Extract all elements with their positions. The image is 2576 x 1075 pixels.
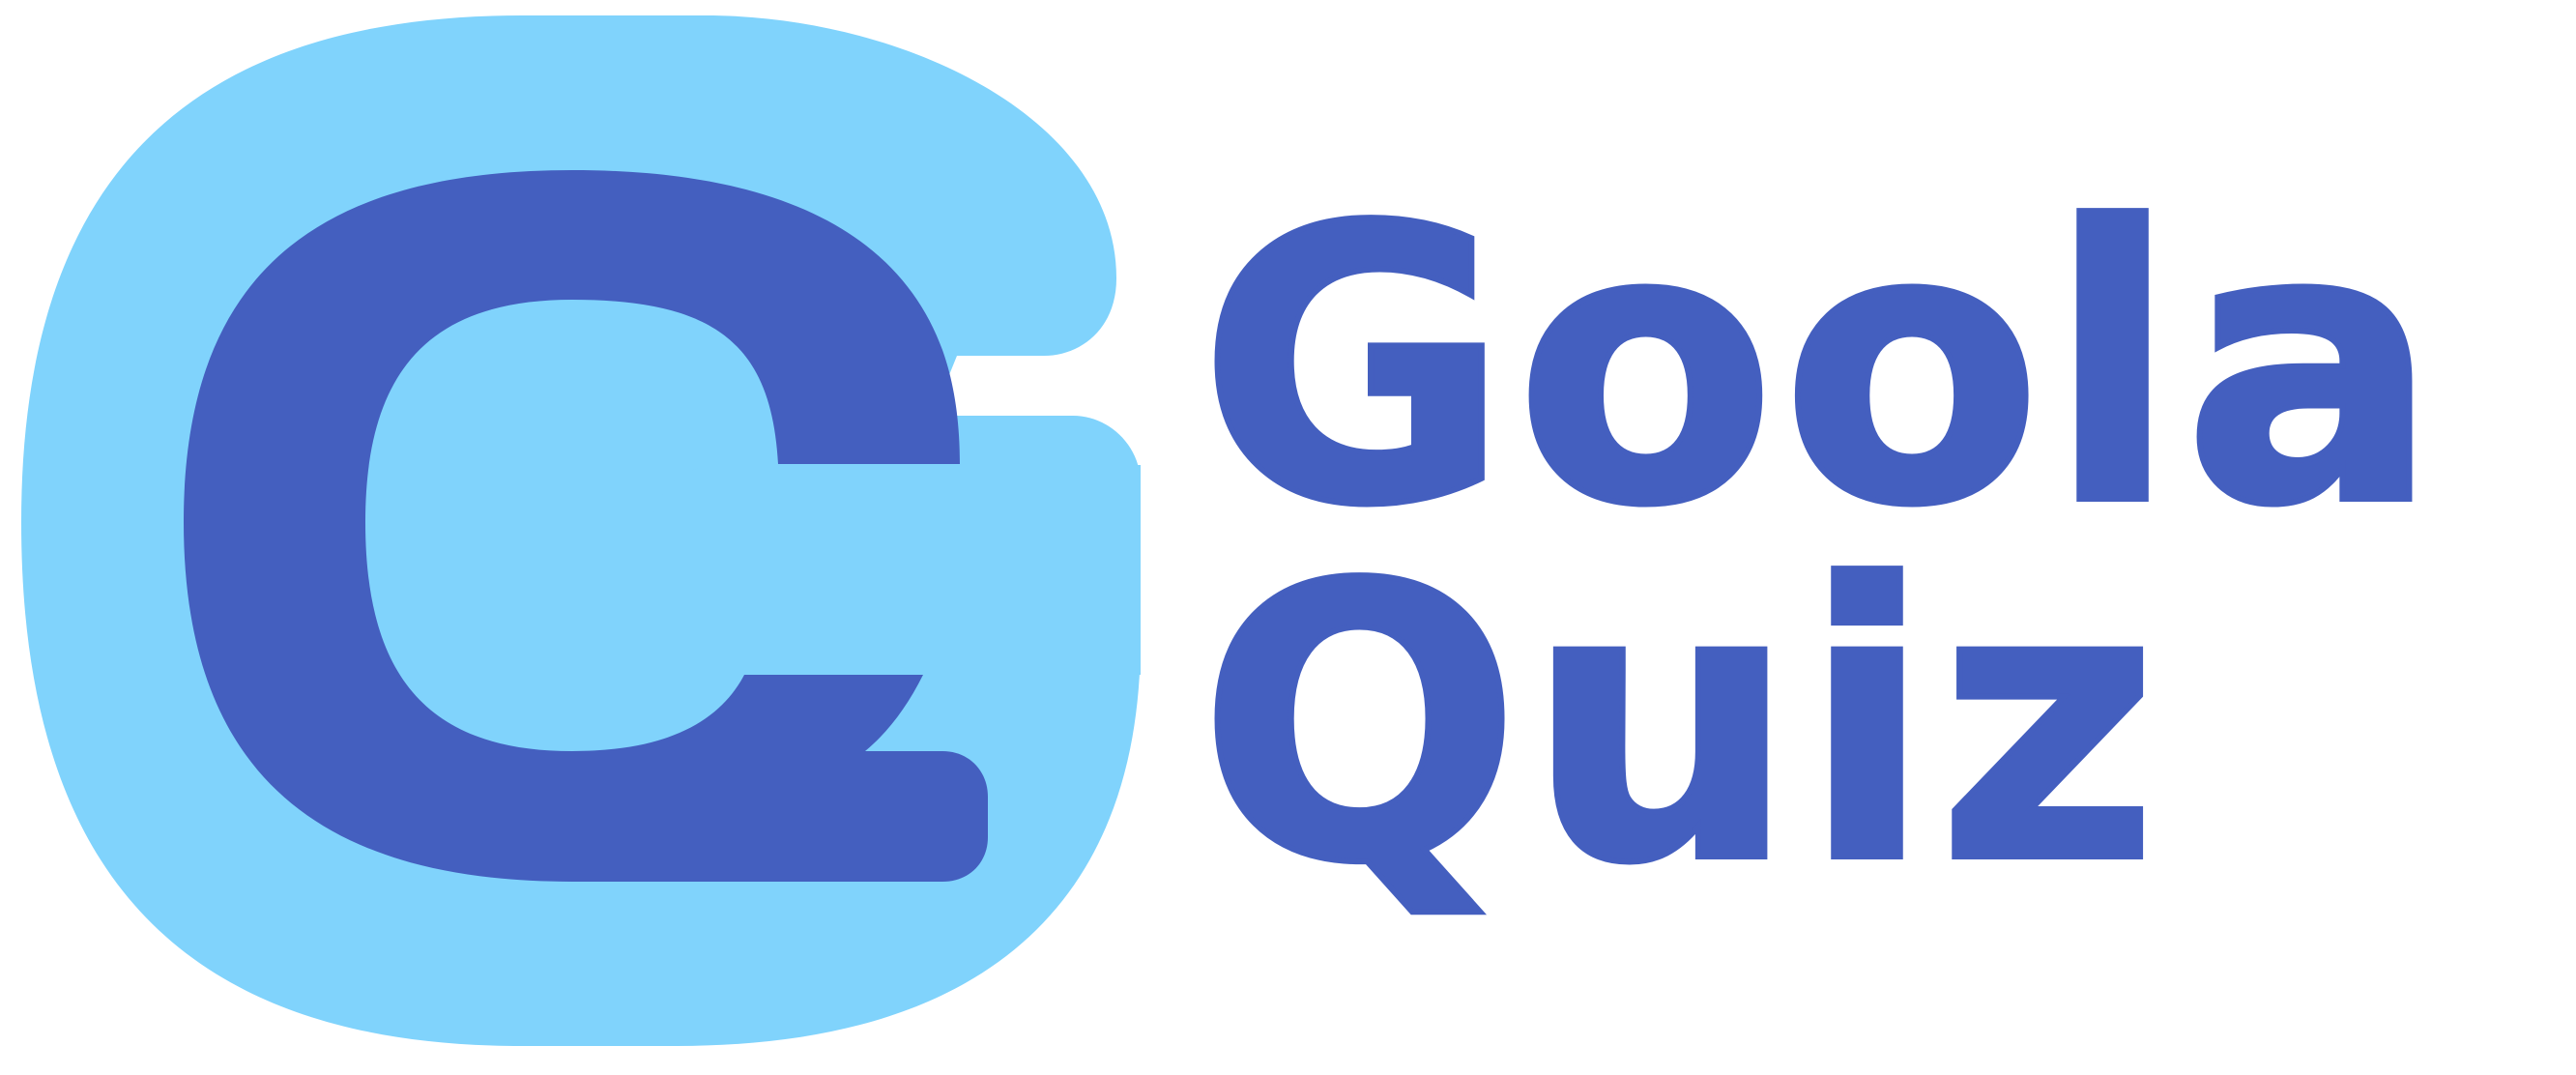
emblem-tab-edge (1015, 465, 1141, 675)
logo-wordmark: Goola Quiz (1196, 148, 2552, 952)
emblem-inner-shape (184, 170, 988, 882)
logo-word-quiz: Quiz (1196, 506, 2164, 946)
g-monogram-icon (21, 15, 1141, 1046)
logo-word-goola: Goola (1196, 148, 2446, 589)
